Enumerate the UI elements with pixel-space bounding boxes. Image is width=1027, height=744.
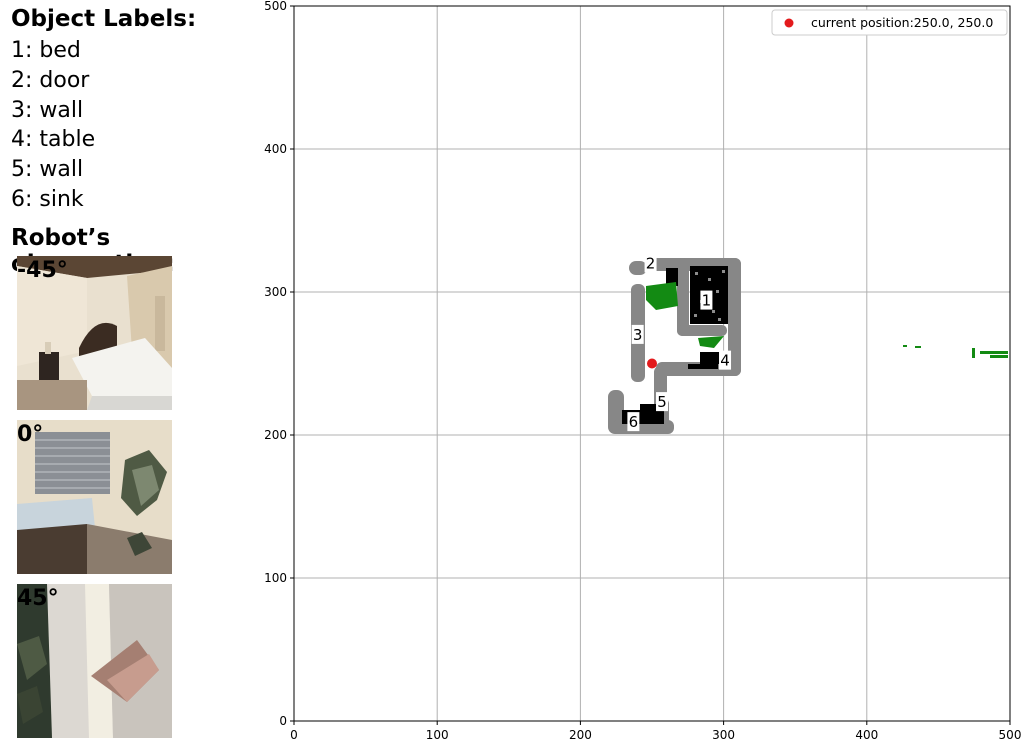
object-label-door: 2 (646, 254, 656, 272)
view-angle-label: 45° (17, 586, 59, 611)
x-tick-label: 300 (712, 728, 735, 742)
legend-entry: current position:250.0, 250.0 (811, 15, 993, 30)
object-label-bg (656, 392, 669, 412)
x-tick-label: 0 (290, 728, 298, 742)
y-tick-label: 100 (264, 571, 287, 585)
object-label-bg (631, 324, 644, 344)
legend-marker (784, 18, 794, 28)
object-label-layer: 1 2 3 4 56 (627, 253, 732, 432)
bedroom-window-image (17, 420, 172, 574)
object-label-bg (644, 253, 657, 273)
x-tick-label: 200 (569, 728, 592, 742)
bedroom-bed-image (17, 256, 172, 410)
y-tick-label: 500 (264, 0, 287, 13)
plot-frame (293, 5, 1011, 722)
observation-view-right: 45° (17, 584, 172, 738)
object-label-bg (627, 412, 640, 432)
x-tick-label: 400 (855, 728, 878, 742)
object-label-item: 5: wall (11, 157, 84, 183)
marker-layer (647, 358, 657, 369)
observation-view-center: 0° (17, 420, 172, 574)
object-label-bed: 1 (702, 292, 712, 310)
object-labels-heading: Object Labels: (11, 6, 197, 32)
view-angle-label: 0° (17, 422, 44, 447)
x-tick-label: 500 (999, 728, 1022, 742)
wall-corner-image (17, 584, 172, 738)
map-content (608, 258, 1008, 434)
object-label-list: 1: bed 2: door 3: wall 4: table 5: wall … (11, 36, 95, 215)
object-label-item: 3: wall (11, 97, 84, 123)
y-tick-label: 400 (264, 142, 287, 156)
y-tick-label: 200 (264, 428, 287, 442)
object-label-item: 4: table (11, 127, 96, 153)
object-label-item: 2: door (11, 67, 90, 93)
y-tick-label: 300 (264, 285, 287, 299)
object-label-item: 6: sink (11, 186, 84, 212)
legend-box (771, 9, 1008, 36)
x-tick-label: 100 (426, 728, 449, 742)
current-position-marker (647, 358, 657, 369)
info-panel: Object Labels: 1: bed 2: door 3: wall 4:… (0, 0, 260, 744)
object-label-bg (700, 290, 713, 310)
chart-legend: current position:250.0, 250.0 (771, 9, 1008, 36)
object-label-sink: 6 (629, 413, 639, 431)
object-label-table: 4 (720, 352, 730, 370)
observation-view-left: -45° (17, 256, 172, 410)
view-angle-label: -45° (17, 258, 68, 283)
object-label-wall: 3 (633, 326, 643, 344)
object-label-bg (719, 350, 732, 370)
grid-layer: 0 100 200 300 400 500 0 100 200 300 400 500 (264, 0, 1021, 742)
y-tick-label: 0 (279, 714, 287, 728)
object-label-item: 1: bed (11, 38, 81, 63)
object-label-wall: 5 (657, 393, 667, 411)
